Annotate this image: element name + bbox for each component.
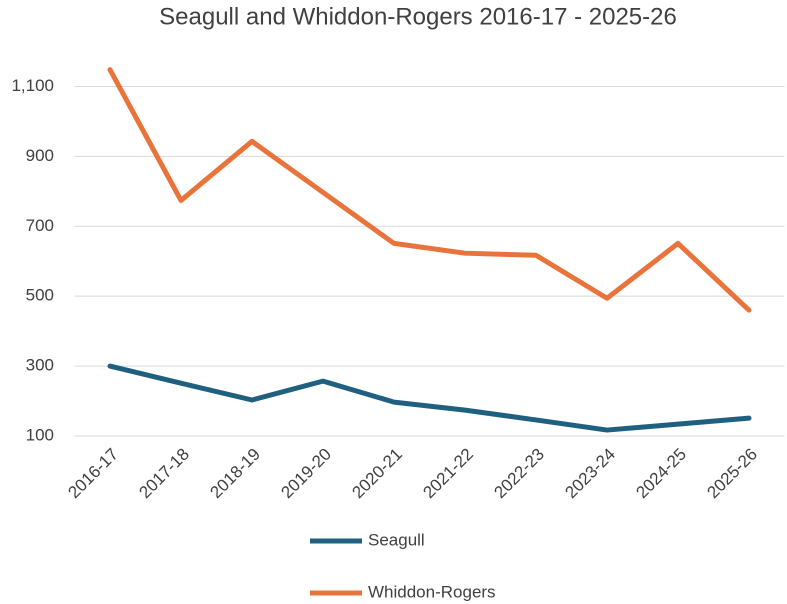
x-tick-label: 2018-19	[206, 445, 264, 503]
series-line	[107, 363, 752, 433]
x-tick-label: 2023-24	[561, 445, 619, 503]
y-tick-label: 300	[26, 356, 54, 375]
y-tick-label: 1,100	[11, 76, 54, 95]
x-tick-label: 2025-26	[703, 445, 761, 503]
x-tick-label: 2017-18	[135, 445, 193, 503]
y-tick-label: 700	[26, 216, 54, 235]
series-line	[107, 67, 752, 313]
x-tick-label: 2019-20	[277, 445, 335, 503]
x-tick-label: 2024-25	[632, 445, 690, 503]
x-tick-label: 2022-23	[490, 445, 548, 503]
legend-label: Whiddon-Rogers	[368, 582, 496, 601]
x-tick-label: 2021-22	[419, 445, 477, 503]
y-tick-label: 100	[26, 425, 54, 444]
chart-title: Seagull and Whiddon-Rogers 2016-17 - 202…	[159, 3, 677, 30]
x-tick-label: 2020-21	[348, 445, 406, 503]
x-tick-label: 2016-17	[64, 445, 122, 503]
y-tick-label: 500	[26, 286, 54, 305]
legend-label: Seagull	[368, 530, 425, 549]
y-tick-label: 900	[26, 146, 54, 165]
